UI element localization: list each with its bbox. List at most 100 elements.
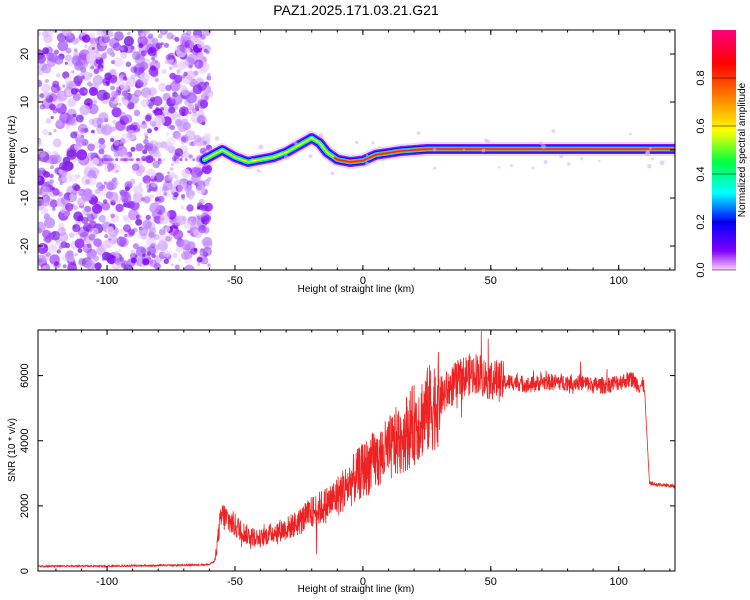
- noise-blob: [183, 71, 188, 77]
- noise-blob: [132, 243, 139, 250]
- noise-blob: [65, 251, 74, 260]
- noise-blob: [187, 230, 191, 234]
- noise-blob: [115, 180, 120, 186]
- noise-blob: [88, 103, 99, 115]
- noise-blob: [199, 229, 204, 234]
- noise-blob: [60, 195, 70, 205]
- noise-blob: [166, 132, 170, 136]
- noise-blob: [147, 143, 158, 155]
- noise-blob: [151, 253, 156, 258]
- noise-blob: [55, 119, 65, 130]
- noise-blob: [164, 226, 171, 232]
- noise-blob: [157, 195, 165, 203]
- noise-blob: [173, 158, 177, 162]
- noise-blob: [163, 250, 171, 258]
- noise-blob: [133, 185, 144, 196]
- noise-blob: [163, 190, 171, 198]
- noise-blob: [67, 32, 74, 39]
- noise-blob: [171, 191, 175, 196]
- noise-blob: [146, 251, 152, 256]
- noise-blob: [38, 79, 43, 88]
- noise-blob: [180, 205, 185, 210]
- noise-blob: [148, 87, 157, 96]
- noise-blob: [56, 73, 61, 78]
- noise-blob: [77, 30, 88, 37]
- noise-blob: [89, 256, 98, 265]
- noise-blob: [152, 158, 156, 162]
- ridge-speck: [251, 158, 254, 161]
- noise-blob: [145, 113, 152, 120]
- noise-blob: [129, 231, 134, 236]
- noise-blob: [88, 32, 96, 39]
- noise-blob: [147, 33, 154, 39]
- noise-blob: [66, 149, 77, 160]
- noise-blob: [85, 236, 94, 244]
- noise-blob: [206, 75, 212, 81]
- y-tick-label: 6000: [19, 363, 31, 387]
- noise-blob: [145, 155, 154, 164]
- noise-blob: [114, 31, 124, 41]
- noise-blob: [110, 126, 116, 132]
- noise-blob: [169, 72, 176, 80]
- noise-blob: [118, 111, 127, 120]
- noise-blob: [193, 135, 202, 143]
- noise-blob: [49, 173, 54, 179]
- x-tick-label: -50: [227, 275, 243, 287]
- noise-blob: [94, 188, 100, 195]
- noise-blob: [187, 63, 194, 69]
- noise-blob: [69, 193, 77, 201]
- noise-blob: [131, 163, 140, 171]
- noise-blob: [61, 172, 73, 183]
- noise-blob: [182, 151, 190, 159]
- noise-blob: [152, 109, 157, 114]
- noise-blob: [191, 171, 202, 182]
- noise-blob: [109, 96, 115, 102]
- noise-blob: [149, 120, 157, 127]
- x-tick-label: 0: [360, 275, 366, 287]
- noise-blob: [93, 238, 102, 247]
- noise-blob: [82, 257, 88, 264]
- noise-blob: [196, 215, 201, 220]
- y-tick-label: 20: [19, 48, 31, 60]
- noise-blob: [113, 139, 120, 146]
- noise-blob: [177, 184, 186, 193]
- noise-blob: [38, 32, 41, 37]
- noise-blob: [172, 195, 178, 201]
- noise-blob: [122, 99, 129, 106]
- noise-blob: [200, 34, 206, 40]
- noise-blob: [87, 176, 97, 186]
- noise-blob: [103, 51, 108, 56]
- noise-blob: [42, 47, 50, 55]
- noise-blob: [81, 190, 92, 202]
- noise-blob: [197, 262, 201, 266]
- noise-blob: [54, 55, 64, 65]
- noise-blob: [56, 249, 61, 254]
- noise-blob: [65, 124, 71, 129]
- noise-blob: [45, 95, 54, 103]
- noise-blob: [71, 70, 75, 74]
- noise-blob: [172, 130, 181, 139]
- noise-blob: [80, 127, 85, 132]
- noise-blob: [105, 158, 109, 162]
- ridge-speck: [481, 148, 486, 153]
- noise-blob: [174, 74, 183, 84]
- noise-blob: [161, 30, 167, 34]
- noise-blob: [64, 54, 72, 62]
- noise-blob: [87, 143, 95, 152]
- noise-blob: [40, 151, 46, 158]
- noise-blob: [44, 236, 52, 244]
- noise-blob: [73, 48, 78, 53]
- noise-blob: [135, 143, 144, 152]
- noise-blob: [128, 158, 132, 162]
- noise-blob: [201, 121, 206, 126]
- noise-blob: [110, 213, 115, 219]
- noise-blob: [201, 218, 206, 223]
- noise-blob: [192, 228, 198, 234]
- noise-blob: [145, 214, 151, 221]
- noise-blob: [154, 151, 162, 158]
- ridge-speck: [567, 162, 571, 166]
- noise-blob: [119, 46, 124, 51]
- noise-blob: [154, 59, 159, 64]
- noise-blob: [185, 70, 196, 81]
